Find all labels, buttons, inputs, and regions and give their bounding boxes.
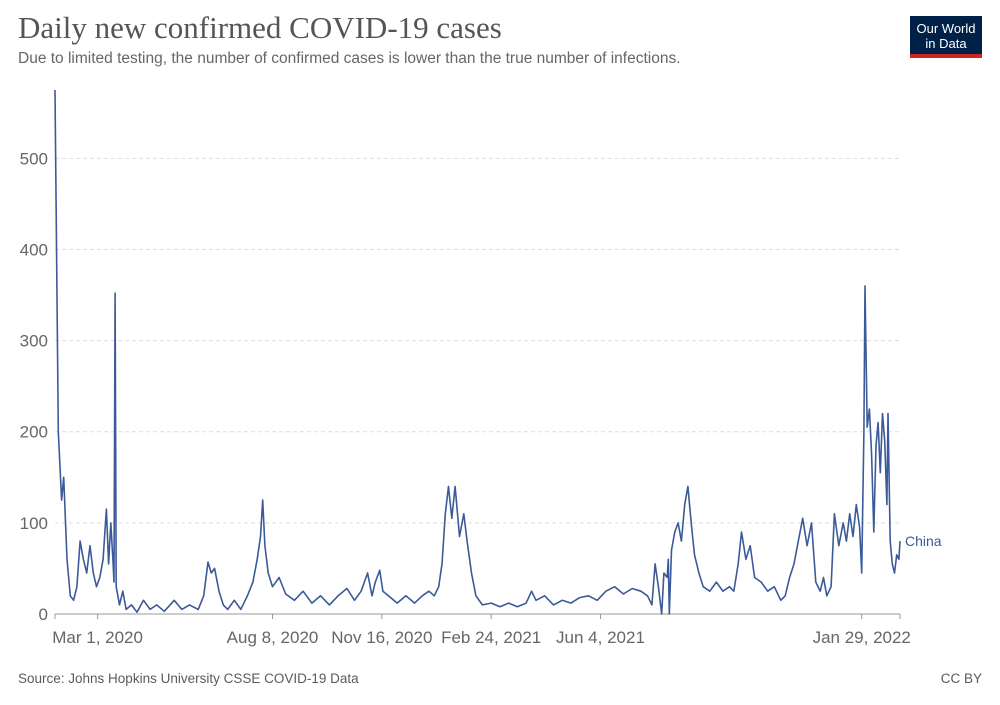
gridlines xyxy=(55,157,900,524)
chart-title: Daily new confirmed COVID-19 cases xyxy=(18,10,502,45)
x-axis: Mar 1, 2020 Aug 8, 2020 Nov 16, 2020 Feb 24… xyxy=(52,613,911,647)
x-tick-label: Feb 24, 2021 xyxy=(441,628,541,647)
y-tick-label: 500 xyxy=(20,149,48,168)
chart-subtitle: Due to limited testing, the number of co… xyxy=(18,50,681,67)
license-link[interactable]: CC BY xyxy=(940,671,982,686)
y-tick-label: 300 xyxy=(20,332,48,351)
y-tick-label: 400 xyxy=(20,240,48,259)
logo-text-line2: in Data xyxy=(925,36,967,51)
series-line-china xyxy=(54,89,901,615)
x-tick-label: Mar 1, 2020 xyxy=(52,628,143,647)
logo-text-line1: Our World xyxy=(916,21,976,36)
y-tick-label: 100 xyxy=(20,514,48,533)
x-tick-label: Aug 8, 2020 xyxy=(227,628,319,647)
source-note: Source: Johns Hopkins University CSSE CO… xyxy=(18,671,359,686)
x-tick-label: Nov 16, 2020 xyxy=(331,628,432,647)
series-label: China xyxy=(905,533,942,549)
x-tick-label: Jun 4, 2021 xyxy=(556,628,645,647)
logo-accent-bar xyxy=(910,54,982,58)
y-tick-label: 200 xyxy=(20,423,48,442)
x-tick-label: Jan 29, 2022 xyxy=(813,628,911,647)
owid-logo[interactable]: Our World in Data xyxy=(910,16,982,58)
series-lines: China xyxy=(54,89,942,615)
y-axis-ticks: 0 100 200 300 400 500 xyxy=(20,149,48,624)
y-tick-label: 0 xyxy=(39,605,48,624)
